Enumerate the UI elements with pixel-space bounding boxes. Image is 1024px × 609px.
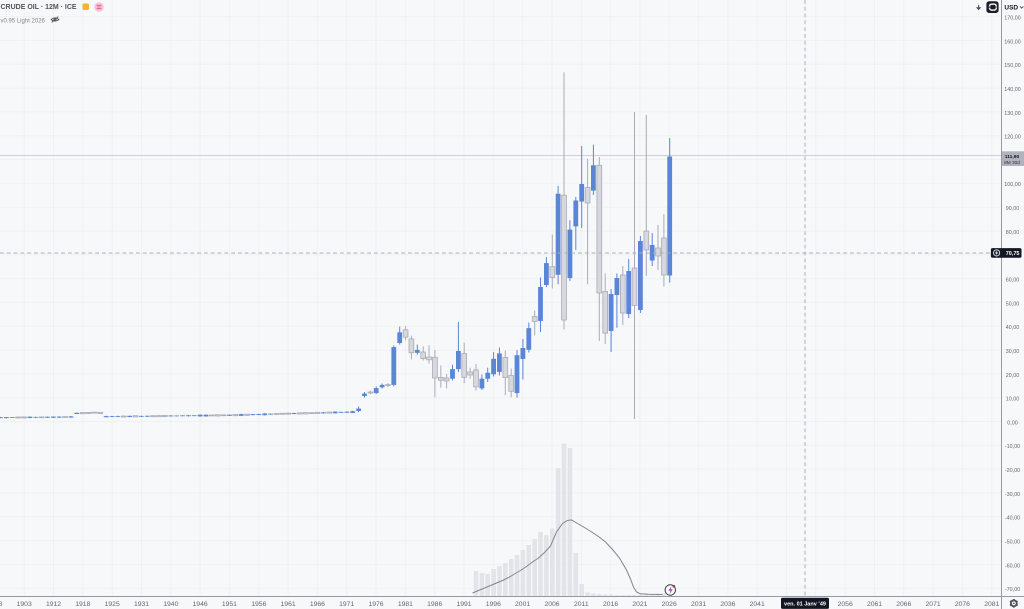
svg-text:-50,00: -50,00 <box>1005 540 1020 546</box>
svg-text:1991: 1991 <box>456 601 471 608</box>
svg-text:1976: 1976 <box>368 601 383 608</box>
svg-text:1925: 1925 <box>105 601 120 608</box>
svg-text:2031: 2031 <box>691 601 706 608</box>
svg-text:160,00: 160,00 <box>1004 39 1021 45</box>
svg-text:-60,00: -60,00 <box>1005 563 1020 569</box>
svg-text:130,00: 130,00 <box>1004 111 1021 117</box>
svg-text:150,00: 150,00 <box>1004 63 1021 69</box>
svg-text:1903: 1903 <box>17 601 32 608</box>
svg-text:1898: 1898 <box>0 601 3 608</box>
svg-text:2026: 2026 <box>662 601 677 608</box>
svg-text:60,00: 60,00 <box>1006 278 1020 284</box>
svg-text:1961: 1961 <box>281 601 296 608</box>
svg-text:70,75: 70,75 <box>1006 251 1020 257</box>
svg-text:2021: 2021 <box>632 601 647 608</box>
svg-text:USD: USD <box>1004 5 1018 12</box>
svg-text:1946: 1946 <box>193 601 208 608</box>
svg-text:1971: 1971 <box>339 601 354 608</box>
svg-text:2056: 2056 <box>838 601 853 608</box>
svg-text:-10,00: -10,00 <box>1005 444 1020 450</box>
svg-text:111,90: 111,90 <box>1005 154 1020 160</box>
svg-text:1918: 1918 <box>75 601 90 608</box>
svg-text:2071: 2071 <box>926 601 941 608</box>
svg-text:CRUDE OIL · 12M · ICE: CRUDE OIL · 12M · ICE <box>1 4 77 11</box>
svg-text:30,00: 30,00 <box>1006 349 1020 355</box>
svg-text:-70,00: -70,00 <box>1005 587 1020 593</box>
svg-text:140,00: 140,00 <box>1004 87 1021 93</box>
svg-text:2016: 2016 <box>603 601 618 608</box>
svg-text:ven. 01 Janv ’49: ven. 01 Janv ’49 <box>784 602 826 608</box>
svg-text:0,00: 0,00 <box>1007 420 1018 426</box>
svg-text:8M 30d: 8M 30d <box>1004 160 1020 165</box>
svg-text:1951: 1951 <box>222 601 237 608</box>
svg-text:2081: 2081 <box>984 601 999 608</box>
svg-text:2006: 2006 <box>544 601 559 608</box>
svg-text:1986: 1986 <box>427 601 442 608</box>
svg-text:-20,00: -20,00 <box>1005 468 1020 474</box>
svg-text:80,00: 80,00 <box>1006 230 1020 236</box>
svg-text:1996: 1996 <box>486 601 501 608</box>
svg-text:50,00: 50,00 <box>1006 301 1020 307</box>
svg-text:1981: 1981 <box>398 601 413 608</box>
svg-text:120,00: 120,00 <box>1004 135 1021 141</box>
svg-text:2011: 2011 <box>574 601 589 608</box>
svg-text:2001: 2001 <box>515 601 530 608</box>
svg-text:2076: 2076 <box>955 601 970 608</box>
svg-text:v0.95 Light 2026: v0.95 Light 2026 <box>1 18 46 24</box>
svg-text:170,00: 170,00 <box>1004 16 1021 22</box>
svg-text:10,00: 10,00 <box>1006 397 1020 403</box>
svg-text:2036: 2036 <box>720 601 735 608</box>
svg-text:1931: 1931 <box>134 601 149 608</box>
svg-text:1940: 1940 <box>163 601 178 608</box>
svg-text:2061: 2061 <box>867 601 882 608</box>
svg-text:1966: 1966 <box>310 601 325 608</box>
svg-text:100,00: 100,00 <box>1004 182 1021 188</box>
svg-text:-40,00: -40,00 <box>1005 516 1020 522</box>
svg-text:1912: 1912 <box>46 601 61 608</box>
svg-text:20,00: 20,00 <box>1006 373 1020 379</box>
svg-text:1956: 1956 <box>251 601 266 608</box>
svg-text:40,00: 40,00 <box>1006 325 1020 331</box>
svg-text:90,00: 90,00 <box>1006 206 1020 212</box>
svg-text:2041: 2041 <box>750 601 765 608</box>
svg-text:-30,00: -30,00 <box>1005 492 1020 498</box>
svg-text:2066: 2066 <box>896 601 911 608</box>
